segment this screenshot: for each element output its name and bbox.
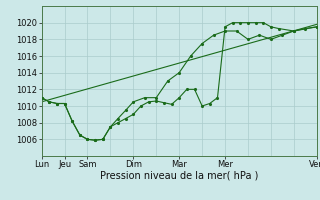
X-axis label: Pression niveau de la mer( hPa ): Pression niveau de la mer( hPa ) — [100, 171, 258, 181]
